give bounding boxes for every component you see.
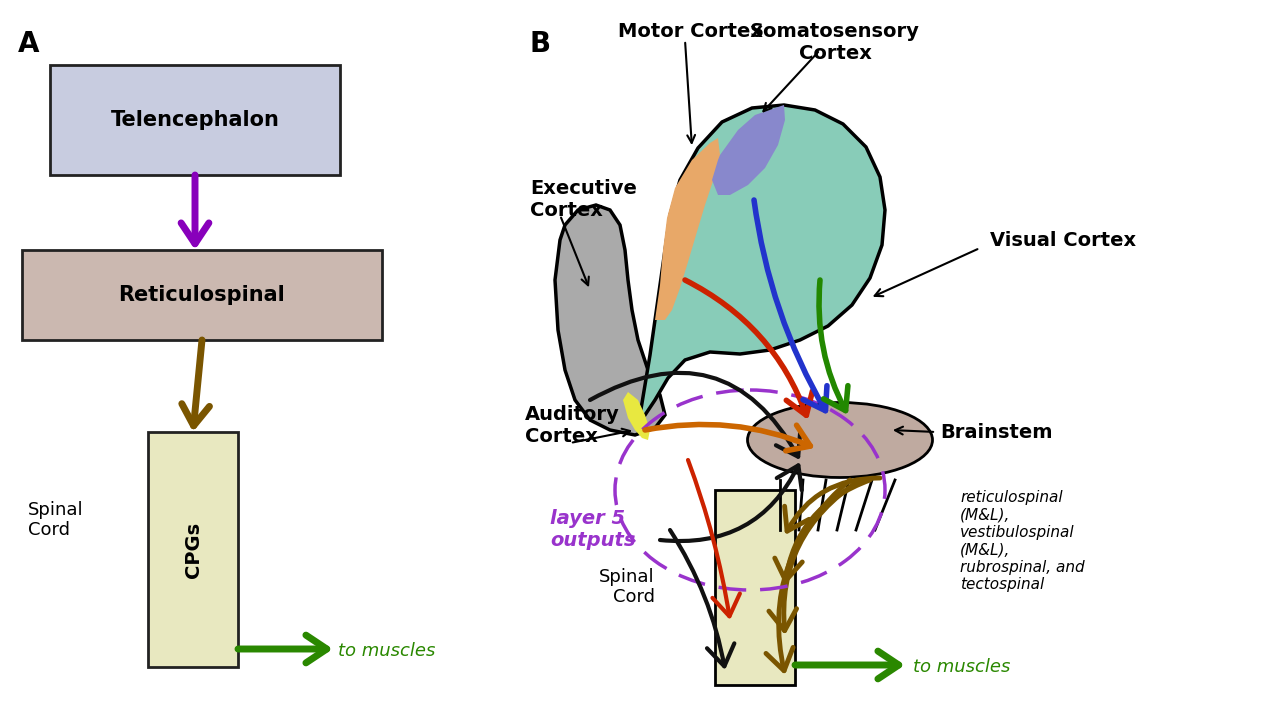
Text: Brainstem: Brainstem: [940, 423, 1052, 441]
Text: to muscles: to muscles: [338, 642, 435, 660]
Text: A: A: [18, 30, 40, 58]
Polygon shape: [712, 105, 785, 195]
Text: layer 5
outputs: layer 5 outputs: [550, 510, 635, 551]
FancyBboxPatch shape: [716, 490, 795, 685]
FancyBboxPatch shape: [50, 65, 340, 175]
Text: reticulospinal
(M&L),
vestibulospinal
(M&L),
rubrospinal, and
tectospinal: reticulospinal (M&L), vestibulospinal (M…: [960, 490, 1084, 592]
Polygon shape: [623, 392, 650, 440]
Text: Somatosensory
Cortex: Somatosensory Cortex: [750, 22, 920, 63]
Polygon shape: [655, 138, 719, 320]
Text: Reticulospinal: Reticulospinal: [119, 285, 285, 305]
Text: to muscles: to muscles: [913, 658, 1010, 676]
Ellipse shape: [748, 402, 933, 477]
Text: Spinal
Cord: Spinal Cord: [28, 500, 83, 539]
Text: Telencephalon: Telencephalon: [110, 110, 279, 130]
Text: Visual Cortex: Visual Cortex: [989, 230, 1137, 250]
FancyBboxPatch shape: [148, 432, 238, 667]
Text: Spinal
Cord: Spinal Cord: [599, 567, 655, 606]
Text: Auditory
Cortex: Auditory Cortex: [525, 405, 620, 446]
Text: Executive
Cortex: Executive Cortex: [530, 179, 637, 220]
Text: B: B: [530, 30, 552, 58]
Text: Motor Cortex: Motor Cortex: [617, 22, 763, 41]
Polygon shape: [640, 105, 884, 415]
Text: CPGs: CPGs: [183, 521, 202, 577]
Polygon shape: [556, 205, 666, 435]
FancyBboxPatch shape: [22, 250, 381, 340]
